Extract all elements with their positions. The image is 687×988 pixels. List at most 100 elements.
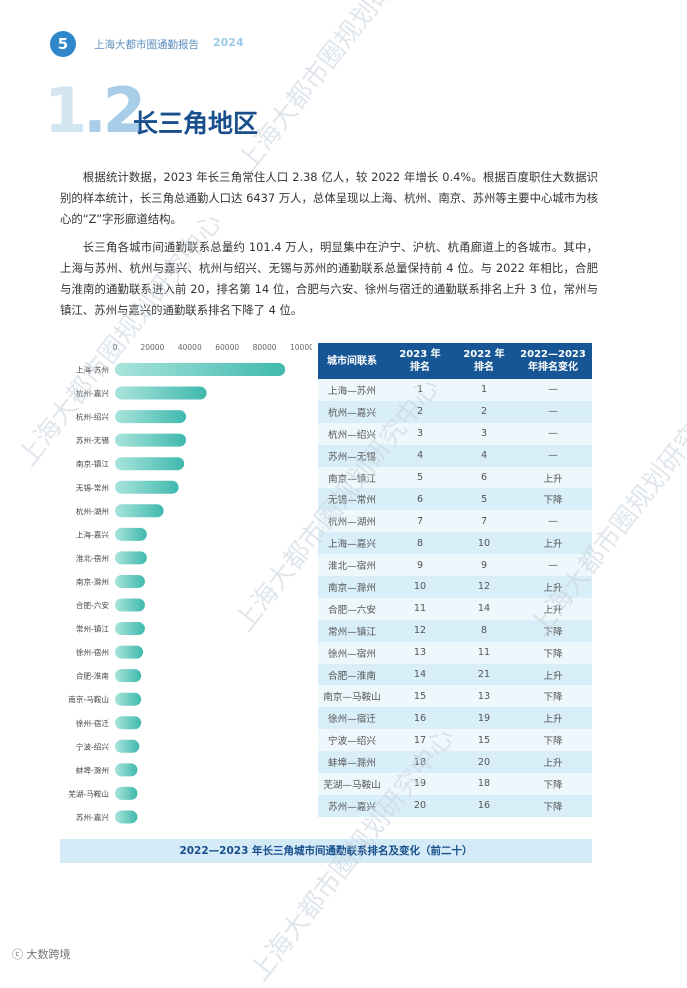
category-label: 南京-滁州: [76, 576, 109, 586]
table-cell: 10: [386, 576, 454, 598]
table-row: 徐州—宿迁 16 19 上升: [318, 707, 592, 730]
table-cell: 20: [454, 751, 514, 774]
table-header-row: 城市间联系 2023 年排名 2022 年排名 2022—2023 年排名变化: [318, 343, 592, 379]
table-row: 杭州—湖州 7 7—: [318, 510, 592, 533]
page-number: 5: [50, 31, 76, 57]
table-row: 常州—镇江 12 8 下降: [318, 619, 592, 642]
section-number-suffix: .2: [83, 74, 146, 147]
category-label: 杭州-绍兴: [76, 412, 110, 422]
table-cell: 19: [386, 773, 454, 795]
report-title: 上海大都市圈通勤报告: [94, 39, 199, 51]
table-cell: 4: [386, 444, 454, 467]
table-cell: 6: [386, 488, 454, 511]
table-cell: 南京—滁州: [318, 576, 386, 598]
ranking-table: 城市间联系 2023 年排名 2022 年排名 2022—2023 年排名变化 上海—苏…: [318, 343, 592, 817]
table-cell: 13: [454, 685, 514, 708]
table-caption: 2022—2023 年长三角城市间通勤联系排名及变化（前二十）: [60, 839, 592, 863]
category-label: 蚌埠-滁州: [76, 765, 109, 775]
table-row: 杭州—嘉兴 2 2—: [318, 400, 592, 423]
bar: [115, 692, 142, 706]
table-cell: 苏州—无锡: [318, 444, 386, 467]
table-row: 南京—滁州 10 12 上升: [318, 576, 592, 598]
table-cell: —: [514, 379, 592, 401]
bar: [115, 504, 164, 518]
bar: [115, 433, 187, 447]
category-label: 苏州-嘉兴: [76, 812, 110, 822]
table-cell: 杭州—湖州: [318, 510, 386, 533]
table-row: 徐州—宿州 13 11 下降: [318, 641, 592, 664]
table-cell: 4: [454, 444, 514, 467]
table-cell: 上升: [514, 751, 592, 774]
bar: [115, 363, 286, 376]
table-cell: 11: [386, 597, 454, 620]
table-cell: 3: [386, 422, 454, 445]
table-cell: —: [514, 444, 592, 467]
table-cell: 合肥—六安: [318, 597, 386, 620]
table-row: 蚌埠—滁州 18 20 上升: [318, 751, 592, 774]
table-header-cell: 2022—2023 年排名变化: [514, 343, 592, 379]
table-cell: 上升: [514, 663, 592, 686]
bar: [115, 480, 179, 494]
table-row: 合肥—六安 11 14 上升: [318, 597, 592, 620]
table-cell: 2: [386, 400, 454, 423]
section-title: 长三角地区: [133, 109, 259, 138]
table-header-cell: 2022 年排名: [454, 343, 514, 379]
category-label: 杭州-嘉兴: [76, 388, 110, 398]
table-cell: 7: [386, 510, 454, 533]
table-cell: 18: [454, 773, 514, 795]
table-cell: 9: [454, 554, 514, 577]
table-cell: 苏州—嘉兴: [318, 794, 386, 817]
category-label: 上海-嘉兴: [76, 529, 110, 539]
table-cell: 上升: [514, 532, 592, 555]
bar: [115, 716, 142, 730]
table-cell: 17: [386, 729, 454, 752]
bar: [115, 622, 145, 636]
table-cell: —: [514, 554, 592, 577]
category-label: 合肥-六安: [76, 600, 110, 610]
ranking-table-wrapper: 城市间联系 2023 年排名 2022 年排名 2022—2023 年排名变化 上海—苏…: [318, 343, 592, 817]
table-cell: 下降: [514, 729, 592, 752]
table-cell: 6: [454, 466, 514, 489]
table-cell: 下降: [514, 619, 592, 642]
table-cell: 南京—马鞍山: [318, 685, 386, 708]
body-paragraph-2: 长三角各城市间通勤联系总量约 101.4 万人，明显集中在沪宁、沪杭、杭甬廊道上…: [60, 240, 598, 317]
table-cell: 8: [386, 532, 454, 555]
category-label: 杭州-湖州: [76, 506, 109, 516]
x-tick-label: 100000 人: [290, 343, 312, 352]
x-tick-label: 40000: [178, 343, 202, 352]
category-label: 常州-镇江: [76, 624, 110, 634]
category-label: 苏州-无锡: [76, 435, 110, 445]
category-label: 徐州-宿州: [76, 647, 109, 657]
bar: [115, 763, 138, 777]
table-cell: 16: [454, 794, 514, 817]
bar: [115, 527, 147, 541]
table-cell: 5: [386, 466, 454, 489]
table-cell: 15: [454, 729, 514, 752]
bar: [115, 645, 144, 659]
x-tick-label: 60000: [215, 343, 239, 352]
table-cell: 芜湖—马鞍山: [318, 773, 386, 795]
table-cell: 14: [454, 597, 514, 620]
bar: [115, 786, 138, 800]
table-cell: 10: [454, 532, 514, 555]
body-paragraph-1: 根据统计数据，2023 年长三角常住人口 2.38 亿人，较 2022 年增长 …: [60, 170, 598, 226]
table-row: 上海—嘉兴 8 10 上升: [318, 532, 592, 555]
table-header-cell: 2023 年排名: [386, 343, 454, 379]
bar: [115, 574, 145, 588]
x-tick-label: 20000: [140, 343, 164, 352]
table-cell: 3: [454, 422, 514, 445]
table-cell: 上升: [514, 707, 592, 730]
table-cell: 8: [454, 619, 514, 642]
table-cell: 杭州—嘉兴: [318, 400, 386, 423]
table-row: 苏州—嘉兴 20 16 下降: [318, 794, 592, 817]
table-row: 淮北—宿州 9 9—: [318, 554, 592, 577]
table-row: 杭州—绍兴 3 3—: [318, 422, 592, 445]
bar: [115, 410, 187, 424]
commute-bar-chart: 0 20000 40000 60000 80000 100000 人 上海-苏州杭州-嘉兴…: [68, 343, 312, 824]
table-cell: 上海—苏州: [318, 379, 386, 401]
category-label: 无锡-常州: [76, 483, 109, 492]
table-cell: 15: [386, 685, 454, 708]
table-cell: 下降: [514, 641, 592, 664]
table-cell: 20: [386, 794, 454, 817]
table-row: 南京—镇江 5 6 上升: [318, 466, 592, 489]
